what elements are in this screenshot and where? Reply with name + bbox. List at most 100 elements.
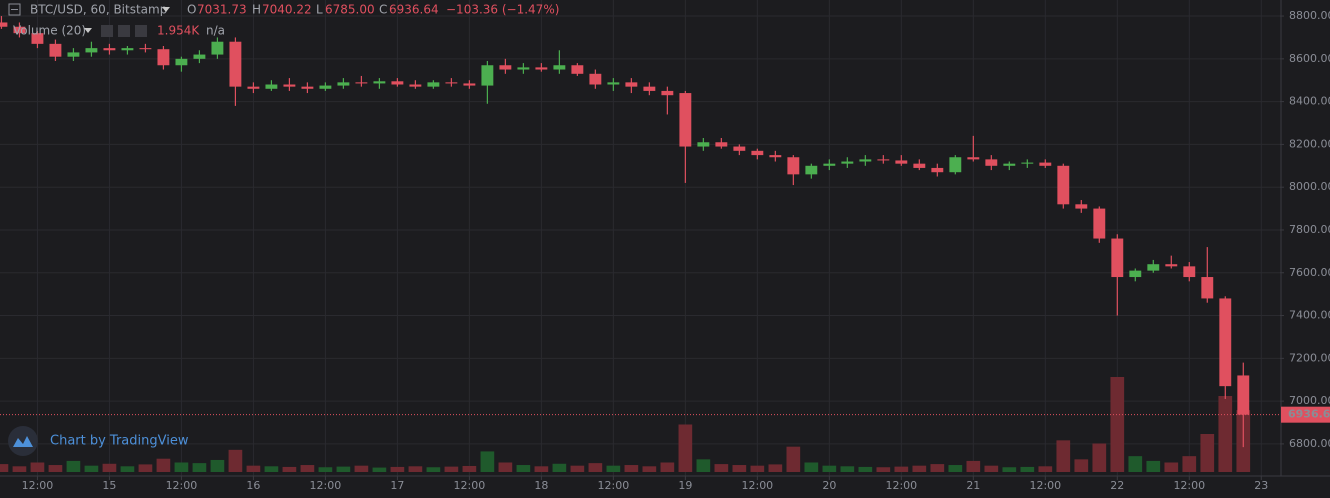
candle-body: [751, 150, 764, 156]
y-tick-label: 8600.00: [1289, 52, 1330, 65]
candle-body: [661, 90, 674, 96]
volume-bar: [390, 466, 405, 472]
candle-body: [193, 54, 206, 59]
volume-bar: [1056, 440, 1071, 472]
volume-bar: [174, 462, 189, 472]
dropdown-arrow[interactable]: [84, 28, 92, 33]
candle-body: [0, 22, 8, 27]
volume-bar: [210, 459, 225, 472]
candle-body: [517, 67, 530, 70]
x-tick-label: 12:00: [166, 479, 198, 492]
candle-body: [49, 43, 62, 57]
candle-body: [373, 81, 386, 84]
y-tick-label: 8800.00: [1289, 9, 1330, 22]
candle-body: [355, 82, 368, 84]
volume-bar: [966, 460, 981, 472]
x-tick-label: 12:00: [885, 479, 917, 492]
candle-body: [409, 84, 422, 87]
candle-body: [1003, 163, 1016, 166]
volume-bar: [1020, 466, 1035, 472]
volume-bar: [1074, 459, 1089, 472]
volume-bar: [1110, 377, 1125, 472]
symbol[interactable]: BTC/USD, 60, Bitstamp: [30, 3, 167, 17]
volume-bar: [894, 466, 909, 472]
volume-bar: [120, 466, 135, 472]
volume-bar: [948, 465, 963, 472]
source-icon[interactable]: [118, 25, 130, 37]
volume-bar: [570, 465, 585, 472]
x-tick-label: 12:00: [1173, 479, 1205, 492]
candle-body: [157, 49, 170, 66]
candle-body: [985, 159, 998, 166]
volume-bar: [498, 462, 513, 472]
dropdown-arrow[interactable]: [162, 7, 170, 12]
x-tick-label: 12:00: [1029, 479, 1061, 492]
remove-icon[interactable]: [135, 25, 147, 37]
legend-header: BTC/USD, 60, Bitstamp O 7031.73 H 7040.2…: [8, 3, 559, 38]
watermark[interactable]: Chart by TradingView: [8, 426, 189, 456]
x-tick-label: 12:00: [741, 479, 773, 492]
volume-bar: [642, 466, 657, 472]
volume-bar: [624, 465, 639, 472]
volume-bar: [30, 462, 45, 472]
x-tick-label: 18: [534, 479, 548, 492]
volume-bar: [318, 467, 333, 472]
volume-bar: [930, 464, 945, 472]
y-tick-label: 7600.00: [1289, 266, 1330, 279]
candle-body: [139, 48, 152, 50]
x-tick-label: 17: [390, 479, 404, 492]
volume-bar: [714, 464, 729, 472]
candle-body: [967, 157, 980, 160]
volume-bar: [534, 466, 549, 472]
x-tick-label: 22: [1110, 479, 1124, 492]
logo-mark: [13, 436, 33, 447]
candle-body: [247, 86, 260, 89]
candle-body: [643, 86, 656, 91]
y-tick-label: 7200.00: [1289, 351, 1330, 364]
candle-body: [1039, 162, 1052, 166]
x-tick-label: 12:00: [22, 479, 54, 492]
candle-body: [679, 93, 692, 147]
collapse-icon[interactable]: [8, 3, 21, 16]
settings-icon[interactable]: [101, 25, 113, 37]
candle-body: [1111, 238, 1124, 278]
watermark-text[interactable]: Chart by TradingView: [50, 434, 189, 449]
volume-bar: [984, 465, 999, 472]
volume-bar: [354, 465, 369, 472]
candle-body: [787, 157, 800, 175]
candle-body: [571, 65, 584, 74]
volume-bar: [1002, 467, 1017, 472]
candle-body: [535, 67, 548, 70]
candle-body: [337, 82, 350, 86]
volume-bar: [804, 462, 819, 472]
y-tick-label: 8000.00: [1289, 180, 1330, 193]
candle-body: [445, 82, 458, 84]
candle-body: [715, 142, 728, 147]
x-tick-label: 20: [822, 479, 836, 492]
candle-body: [1021, 162, 1034, 164]
grid: [0, 0, 1280, 476]
volume-study[interactable]: Volume (20): [13, 24, 86, 38]
volume-bar: [264, 466, 279, 472]
last-price-box: [1281, 406, 1330, 423]
candle-body: [1075, 204, 1088, 209]
candle-body: [733, 146, 746, 151]
volume-bar: [552, 463, 567, 472]
candle-body: [1237, 375, 1250, 415]
x-tick-label: 12:00: [598, 479, 630, 492]
volume-bar: [48, 465, 63, 472]
x-tick-label: 12:00: [310, 479, 342, 492]
volume-bar: [1038, 466, 1053, 472]
x-tick-label: 21: [966, 479, 980, 492]
volume-bar: [732, 465, 747, 472]
volume-bar: [444, 466, 459, 472]
candle-body: [103, 48, 116, 51]
volume-bar: [858, 466, 873, 472]
candle-body: [589, 73, 602, 85]
volume-bar: [516, 465, 531, 472]
axes: 6800.00 7000.00 7200.00 7400.00 7600.00 7800.…: [22, 9, 1330, 492]
candle-body: [265, 84, 278, 89]
candle-body: [1183, 266, 1196, 278]
x-tick-label: 16: [246, 479, 260, 492]
volume-bar: [786, 446, 801, 472]
